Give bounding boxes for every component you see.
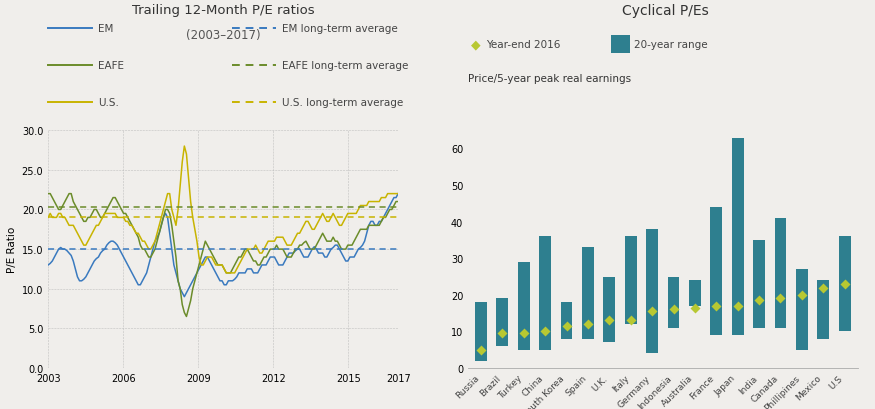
Bar (496, 299, 508, 346)
Bar (582, 248, 594, 339)
Bar (796, 270, 808, 350)
Bar (604, 277, 615, 343)
Text: U.S. long-term average: U.S. long-term average (282, 97, 403, 107)
Bar (668, 277, 679, 328)
Text: U.S.: U.S. (98, 97, 119, 107)
Text: EM long-term average: EM long-term average (282, 24, 397, 34)
Text: 20-year range: 20-year range (634, 40, 707, 50)
Bar (710, 207, 722, 335)
Bar (625, 237, 637, 324)
Text: Cyclical P/Es: Cyclical P/Es (621, 4, 709, 18)
Text: Price/5-year peak real earnings: Price/5-year peak real earnings (468, 74, 631, 83)
Text: (2003–2017): (2003–2017) (186, 29, 261, 42)
Bar (561, 302, 572, 339)
Text: Year-end 2016: Year-end 2016 (486, 40, 560, 50)
Bar (732, 138, 744, 335)
Bar (774, 218, 787, 328)
Bar (647, 229, 658, 353)
Bar (689, 281, 701, 306)
Bar (817, 281, 829, 339)
Text: Trailing 12-Month P/E ratios: Trailing 12-Month P/E ratios (132, 4, 314, 17)
Bar (753, 240, 765, 328)
Y-axis label: P/E Ratio: P/E Ratio (8, 227, 18, 272)
Text: EAFE long-term average: EAFE long-term average (282, 61, 408, 70)
Bar (518, 262, 529, 350)
Text: EAFE: EAFE (98, 61, 124, 70)
Bar (475, 302, 487, 361)
Bar (539, 237, 551, 350)
Text: ◆: ◆ (471, 38, 480, 52)
Text: EM: EM (98, 24, 114, 34)
Bar (839, 237, 850, 332)
